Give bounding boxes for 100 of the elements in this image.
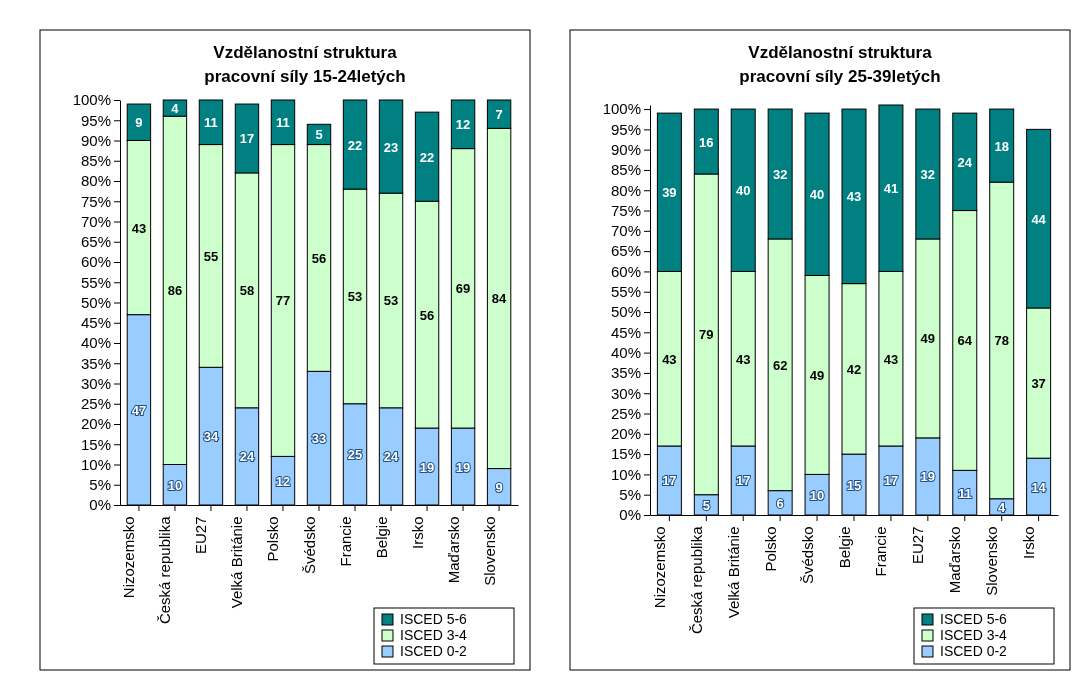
x-tick-label: Belgie bbox=[835, 526, 853, 569]
data-label: 19 bbox=[419, 459, 435, 475]
x-tick-label: Česká republika bbox=[687, 525, 705, 635]
y-tick-label: 60% bbox=[610, 262, 641, 280]
y-tick-label: 45% bbox=[80, 314, 111, 332]
data-label: 4 bbox=[171, 101, 180, 117]
y-tick-label: 30% bbox=[80, 374, 111, 392]
data-label: 49 bbox=[920, 331, 936, 347]
y-tick-label: 40% bbox=[610, 343, 641, 361]
y-tick-label: 15% bbox=[80, 435, 111, 453]
data-label: 17 bbox=[883, 473, 899, 489]
y-tick-label: 45% bbox=[610, 323, 641, 341]
data-label: 86 bbox=[167, 283, 183, 299]
chart-title: Vzdělanostní struktura pracovní síly 15-24letých bbox=[204, 43, 406, 86]
data-label: 14 bbox=[1031, 479, 1047, 495]
data-label: 32 bbox=[920, 167, 936, 183]
data-label: 79 bbox=[699, 327, 714, 343]
x-tick-label: EU27 bbox=[909, 526, 927, 565]
data-label: 11 bbox=[204, 115, 218, 131]
x-tick-label: Maďarsko bbox=[444, 516, 462, 584]
data-label: 17 bbox=[662, 473, 677, 489]
data-label: 11 bbox=[957, 485, 972, 501]
x-tick-label: Slovensko bbox=[983, 526, 1001, 596]
data-label: 49 bbox=[809, 367, 825, 383]
y-tick-label: 20% bbox=[610, 425, 641, 443]
data-label: 15 bbox=[846, 477, 862, 493]
data-label: 56 bbox=[311, 250, 327, 266]
data-label: 33 bbox=[311, 431, 327, 447]
y-tick-label: 5% bbox=[89, 476, 111, 494]
y-tick-label: 90% bbox=[80, 131, 111, 149]
x-tick-label: Velká Británie bbox=[228, 516, 246, 609]
data-label: 5 bbox=[315, 127, 323, 143]
data-label: 43 bbox=[736, 351, 751, 367]
data-label: 18 bbox=[994, 138, 1009, 154]
y-tick-label: 90% bbox=[610, 140, 641, 158]
y-tick-label: 80% bbox=[610, 181, 641, 199]
data-label: 22 bbox=[347, 137, 363, 153]
x-tick-label: Švédsko bbox=[300, 516, 318, 575]
y-tick-label: 100% bbox=[602, 100, 641, 118]
y-tick-label: 25% bbox=[80, 395, 111, 413]
x-tick-label: Nizozemsko bbox=[120, 516, 138, 599]
legend-label: ISCED 5-6 bbox=[400, 611, 468, 627]
y-tick-label: 40% bbox=[80, 334, 111, 352]
y-tick-label: 15% bbox=[610, 445, 641, 463]
y-tick-label: 30% bbox=[610, 384, 641, 402]
legend-label: ISCED 5-6 bbox=[940, 611, 1008, 627]
y-tick-label: 5% bbox=[619, 486, 641, 503]
data-label: 40 bbox=[809, 187, 825, 203]
data-label: 5 bbox=[702, 497, 710, 513]
y-tick-label: 50% bbox=[80, 293, 111, 311]
data-label: 43 bbox=[883, 351, 899, 367]
data-label: 12 bbox=[275, 473, 291, 489]
x-tick-label: Maďarsko bbox=[946, 526, 964, 594]
data-label: 10 bbox=[167, 477, 183, 493]
y-tick-label: 35% bbox=[80, 354, 111, 372]
data-label: 43 bbox=[131, 220, 147, 236]
data-label: 6 bbox=[776, 495, 784, 511]
data-label: 24 bbox=[239, 449, 255, 465]
data-label: 19 bbox=[455, 459, 471, 475]
x-tick-label: Polsko bbox=[264, 516, 282, 562]
data-label: 9 bbox=[495, 479, 503, 495]
data-label: 55 bbox=[203, 248, 219, 264]
y-tick-label: 70% bbox=[80, 212, 111, 230]
data-label: 22 bbox=[419, 149, 435, 165]
data-label: 40 bbox=[736, 183, 751, 199]
data-label: 69 bbox=[455, 281, 471, 297]
y-tick-label: 50% bbox=[610, 303, 641, 321]
legend-label: ISCED 0-2 bbox=[400, 643, 468, 659]
data-label: 53 bbox=[347, 289, 363, 305]
data-label: 4 bbox=[998, 499, 1007, 515]
data-label: 16 bbox=[699, 134, 714, 150]
y-tick-label: 95% bbox=[610, 120, 641, 138]
data-label: 17 bbox=[736, 473, 751, 489]
data-label: 62 bbox=[772, 357, 788, 373]
data-label: 23 bbox=[383, 139, 399, 155]
legend-label: ISCED 0-2 bbox=[940, 643, 1008, 659]
data-label: 84 bbox=[491, 291, 508, 307]
x-tick-label: Francie bbox=[336, 516, 354, 567]
data-label: 34 bbox=[203, 429, 219, 445]
data-label: 39 bbox=[662, 185, 677, 201]
chart-title: Vzdělanostní struktura pracovní síly 25-39letých bbox=[739, 43, 941, 86]
x-tick-label: Nizozemsko bbox=[650, 526, 668, 609]
x-tick-label: Velká Británie bbox=[724, 526, 742, 619]
data-label: 37 bbox=[1031, 376, 1046, 392]
data-label: 64 bbox=[957, 333, 973, 349]
data-label: 56 bbox=[419, 307, 435, 323]
y-tick-label: 10% bbox=[80, 455, 111, 473]
y-tick-label: 0% bbox=[619, 506, 641, 524]
y-tick-label: 0% bbox=[89, 496, 111, 514]
data-label: 47 bbox=[131, 402, 147, 418]
data-label: 7 bbox=[495, 107, 503, 123]
data-label: 12 bbox=[455, 117, 471, 133]
y-tick-label: 60% bbox=[80, 253, 111, 271]
y-tick-label: 35% bbox=[610, 364, 641, 382]
data-label: 42 bbox=[846, 361, 862, 377]
data-label: 77 bbox=[275, 293, 291, 309]
y-tick-label: 55% bbox=[80, 273, 111, 291]
data-label: 24 bbox=[383, 449, 400, 465]
data-label: 19 bbox=[920, 469, 936, 485]
data-label: 78 bbox=[994, 333, 1009, 349]
